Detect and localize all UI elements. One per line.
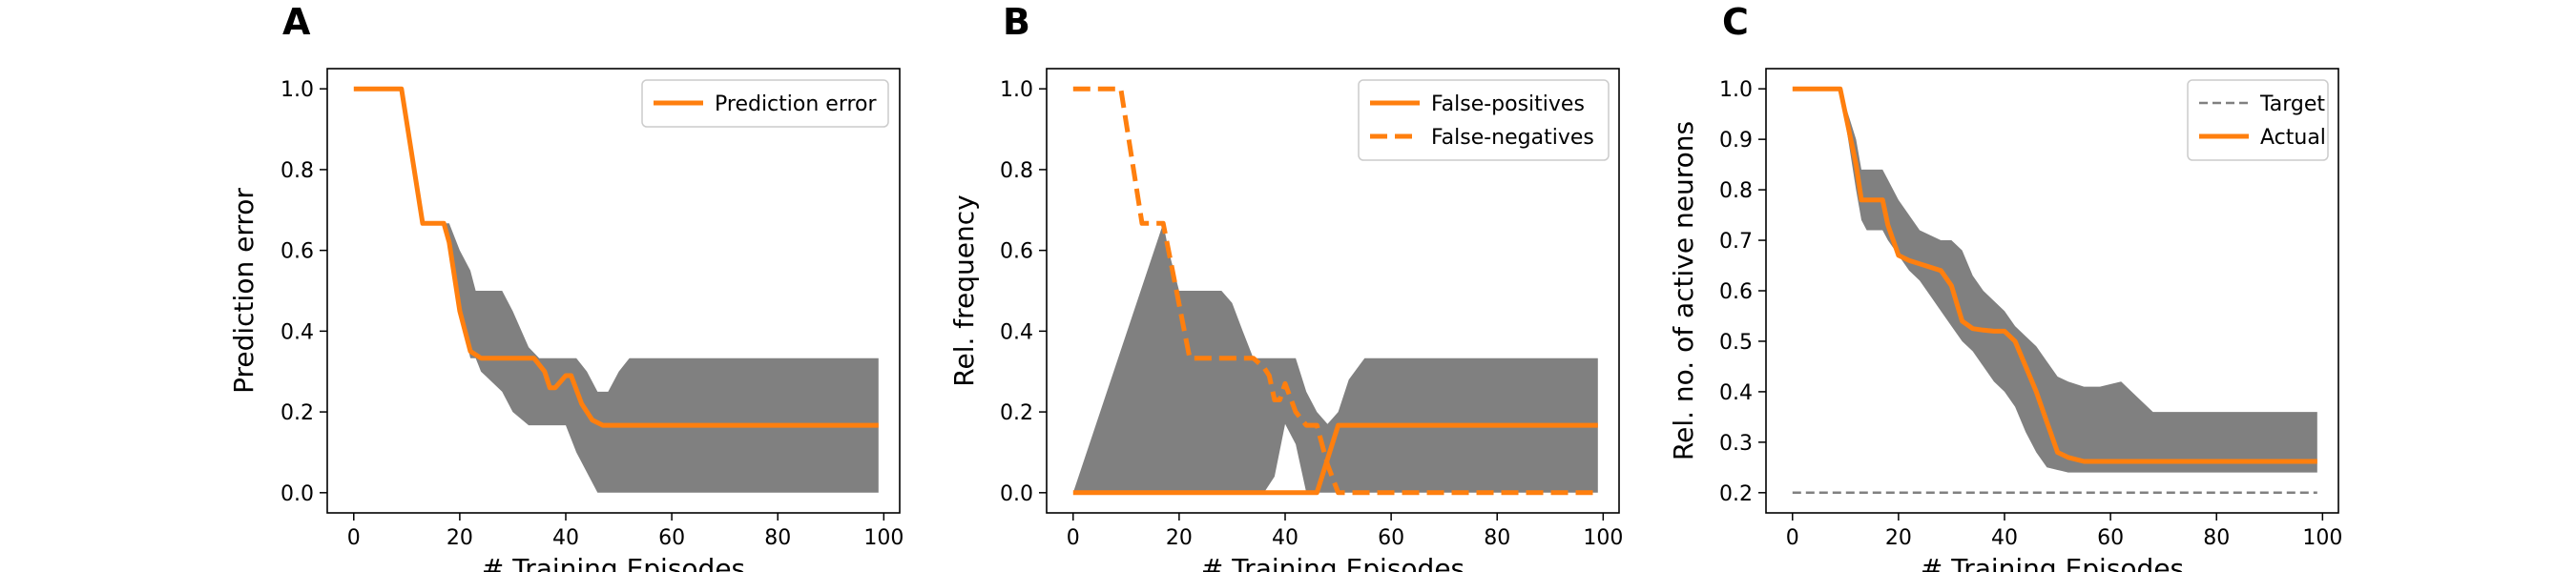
y-tick-label: 0.5 — [1719, 331, 1753, 355]
legend-box — [641, 79, 889, 128]
y-tick-label: 0.0 — [280, 482, 314, 506]
y-tick-label: 0.2 — [280, 401, 314, 425]
legend: False-positives False-negatives — [1358, 79, 1610, 161]
panel-c: C 0 20 40 60 80 100 0.2 0.3 0.4 0.5 0.6 0.7 0.8 0.9 1.0… — [1668, 1, 2342, 572]
y-tick-label: 0.7 — [1719, 230, 1753, 254]
legend-label: Prediction error — [715, 92, 877, 116]
x-tick-label: 80 — [764, 526, 791, 550]
axes-frame — [326, 68, 901, 514]
x-tick-label: 100 — [2302, 526, 2342, 550]
x-tick-label: 60 — [1378, 526, 1404, 550]
y-axis-label: Rel. no. of active neurons — [1668, 121, 1699, 460]
x-tick-label: 100 — [863, 526, 904, 550]
legend-label: False-positives — [1431, 92, 1585, 116]
y-tick-label: 0.3 — [1719, 432, 1753, 456]
panel-letter: C — [1722, 1, 1749, 43]
x-tick-label: 60 — [2097, 526, 2124, 550]
y-tick-label: 0.8 — [1719, 179, 1753, 203]
legend-box — [1358, 79, 1610, 161]
series-line-1 — [1792, 86, 2317, 464]
x-tick-label: 80 — [2203, 526, 2230, 550]
x-tick-label: 20 — [447, 526, 473, 550]
legend-label: Target — [2259, 92, 2325, 116]
confidence-band — [353, 89, 879, 493]
panel-letter: B — [1003, 1, 1030, 43]
x-tick-label: 20 — [1885, 526, 1912, 550]
y-tick-label: 0.6 — [1000, 240, 1033, 264]
x-tick-label: 40 — [1272, 526, 1298, 550]
confidence-band — [1792, 89, 2317, 473]
series-line-0 — [353, 86, 879, 428]
legend: Prediction error — [641, 79, 889, 128]
panel-a: A 0 20 40 60 80 100 0.0 0.2 0.4 0.6 0.8 1.0 # Trainin… — [228, 1, 904, 572]
axes-frame — [1046, 68, 1620, 514]
y-tick-label: 0.8 — [1000, 159, 1033, 183]
x-axis-label: # Training Episodes — [482, 553, 745, 572]
series-line-1 — [1072, 86, 1598, 496]
x-tick-label: 100 — [1583, 526, 1623, 550]
x-tick-label: 20 — [1166, 526, 1193, 550]
panel-b: B 0 20 40 60 80 100 0.0 0.2 0.4 0.6 0.8 1.0 # Trainin… — [948, 1, 1623, 572]
x-tick-label: 40 — [1991, 526, 2018, 550]
y-tick-label: 0.6 — [1719, 280, 1753, 304]
y-tick-label: 0.4 — [1719, 381, 1753, 405]
y-tick-label: 0.4 — [1000, 320, 1033, 344]
x-tick-label: 60 — [658, 526, 685, 550]
legend-box — [2187, 79, 2329, 161]
x-tick-label: 80 — [1484, 526, 1510, 550]
y-tick-label: 0.2 — [1719, 482, 1753, 506]
y-tick-label: 0.8 — [280, 159, 314, 183]
x-tick-label: 0 — [347, 526, 361, 550]
y-tick-label: 1.0 — [280, 78, 314, 102]
y-tick-label: 0.9 — [1719, 129, 1753, 153]
legend-label: False-negatives — [1431, 126, 1594, 150]
y-tick-label: 1.0 — [1719, 78, 1753, 102]
legend: Target Actual — [2187, 79, 2329, 161]
series-line-0 — [1072, 422, 1598, 496]
y-tick-label: 0.6 — [280, 240, 314, 264]
y-axis-label: Rel. frequency — [948, 194, 980, 386]
x-tick-label: 0 — [1067, 526, 1080, 550]
panel-letter: A — [282, 1, 311, 43]
y-tick-label: 0.4 — [280, 320, 314, 344]
y-tick-label: 0.2 — [1000, 401, 1033, 425]
x-axis-label: # Training Episodes — [1201, 553, 1465, 572]
y-tick-label: 0.0 — [1000, 482, 1033, 506]
y-axis-label: Prediction error — [228, 188, 260, 394]
x-tick-label: 0 — [1786, 526, 1799, 550]
x-tick-label: 40 — [552, 526, 579, 550]
legend-label: Actual — [2260, 126, 2326, 150]
y-tick-label: 1.0 — [1000, 78, 1033, 102]
x-axis-label: # Training Episodes — [1921, 553, 2184, 572]
